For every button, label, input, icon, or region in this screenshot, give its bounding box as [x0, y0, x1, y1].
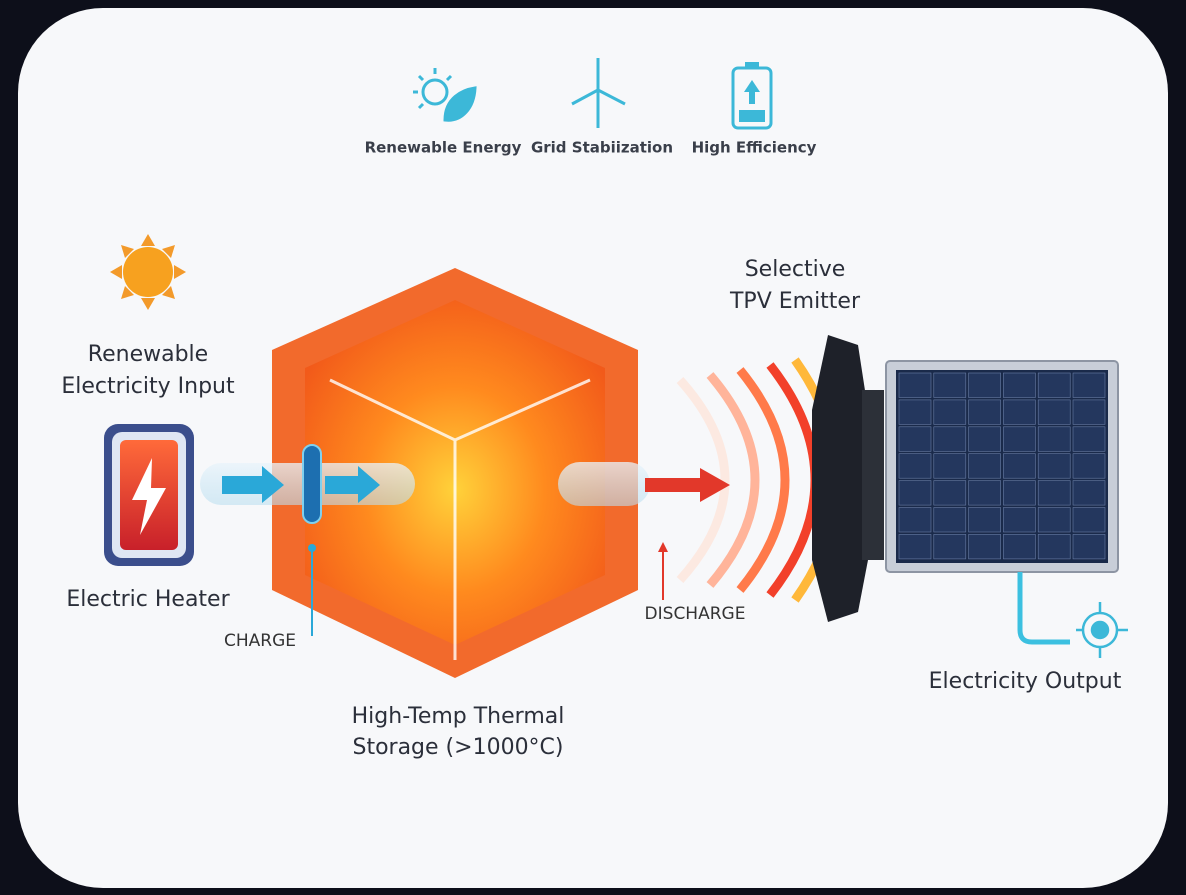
- solar-cell: [1073, 534, 1105, 559]
- solar-cell: [1003, 454, 1035, 479]
- solar-cell: [934, 508, 966, 533]
- solar-cell: [969, 534, 1001, 559]
- discharge-label: DISCHARGE: [645, 604, 746, 624]
- electric-heater: [104, 424, 194, 566]
- heater-label: Electric Heater: [66, 587, 230, 612]
- benefit-label: Grid Stabiization: [531, 139, 673, 157]
- solar-cell: [934, 481, 966, 506]
- solar-cell: [969, 481, 1001, 506]
- solar-cell: [1038, 454, 1070, 479]
- input-label: Renewable: [88, 342, 208, 367]
- solar-cell: [1038, 373, 1070, 398]
- benefit-label: Renewable Energy: [365, 139, 522, 157]
- solar-cell: [1003, 400, 1035, 425]
- charge-valve: [303, 445, 321, 523]
- solar-cell: [1073, 400, 1105, 425]
- solar-cell: [1073, 481, 1105, 506]
- diagram: Renewable Energy Grid Stabiization High …: [0, 0, 1186, 895]
- emitter-label: Selective: [745, 257, 846, 282]
- sun-icon: [110, 234, 186, 310]
- solar-cell: [899, 373, 931, 398]
- solar-cell: [969, 400, 1001, 425]
- emitter-label: TPV Emitter: [729, 289, 861, 314]
- solar-cell: [899, 427, 931, 452]
- tpv-emitter: [812, 335, 868, 622]
- solar-cell: [1003, 534, 1035, 559]
- solar-cell: [969, 427, 1001, 452]
- solar-cell: [934, 534, 966, 559]
- solar-cell: [934, 373, 966, 398]
- tpv-panel: [886, 361, 1118, 572]
- solar-cell: [899, 400, 931, 425]
- solar-cell: [899, 534, 931, 559]
- storage-label: Storage (>1000°C): [352, 735, 563, 760]
- emitter-mount: [862, 390, 884, 560]
- solar-cell: [969, 508, 1001, 533]
- solar-cell: [934, 454, 966, 479]
- charge-label: CHARGE: [224, 631, 296, 651]
- solar-cell: [1038, 508, 1070, 533]
- solar-cell: [899, 454, 931, 479]
- solar-cell: [899, 508, 931, 533]
- benefit-label: High Efficiency: [692, 139, 817, 157]
- solar-cell: [1073, 373, 1105, 398]
- solar-cell: [1003, 508, 1035, 533]
- input-label: Electricity Input: [61, 374, 235, 399]
- solar-cell: [934, 427, 966, 452]
- solar-cell: [1003, 481, 1035, 506]
- solar-cell: [1003, 427, 1035, 452]
- solar-cell: [969, 373, 1001, 398]
- solar-cell: [899, 481, 931, 506]
- solar-cell: [1073, 427, 1105, 452]
- solar-cell: [1038, 481, 1070, 506]
- solar-cell: [1003, 373, 1035, 398]
- solar-cell: [1038, 427, 1070, 452]
- solar-cell: [969, 454, 1001, 479]
- solar-cell: [1038, 534, 1070, 559]
- output-label: Electricity Output: [929, 669, 1122, 694]
- storage-label: High-Temp Thermal: [352, 704, 565, 729]
- solar-cell: [1073, 454, 1105, 479]
- solar-cell: [1038, 400, 1070, 425]
- solar-cell: [1073, 508, 1105, 533]
- discharge-pipe: [558, 462, 650, 506]
- solar-cell: [934, 400, 966, 425]
